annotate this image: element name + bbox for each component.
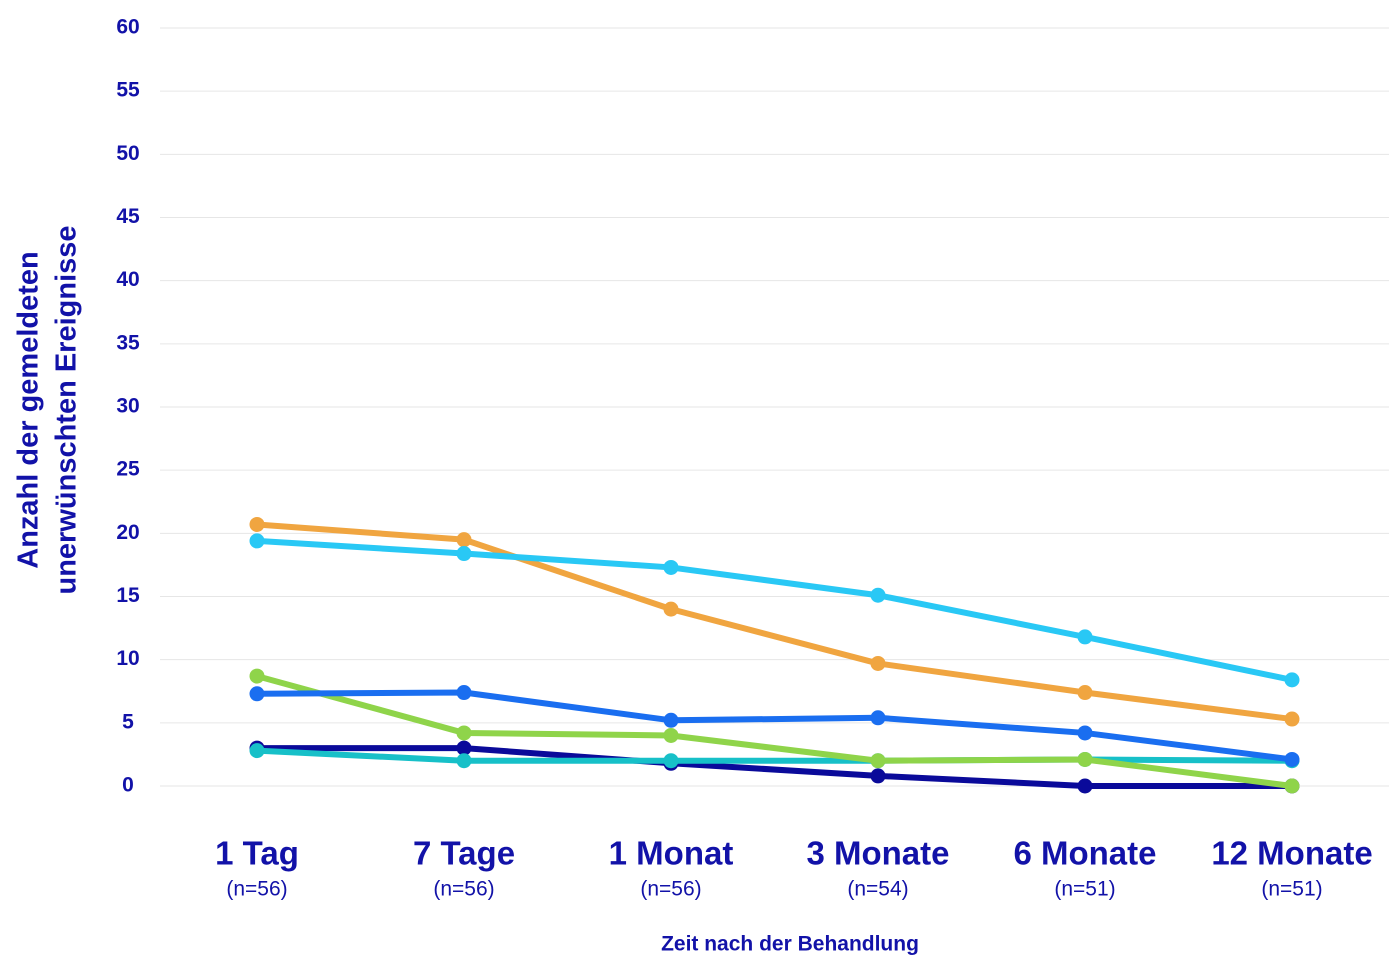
point xyxy=(1077,685,1093,701)
x-tick-label: 3 Monate xyxy=(806,835,949,872)
series-line xyxy=(257,745,1292,789)
y-tick-label: 15 xyxy=(116,584,140,607)
y-tick-label: 5 xyxy=(122,710,134,733)
point xyxy=(663,559,679,575)
point xyxy=(663,753,679,769)
point xyxy=(663,601,679,617)
x-tick-label: 12 Monate xyxy=(1211,835,1372,872)
point xyxy=(1284,711,1300,727)
point xyxy=(1284,672,1300,688)
y-tick-label: 25 xyxy=(116,458,140,481)
point xyxy=(249,686,265,702)
series-line xyxy=(256,521,1293,723)
y-tick-label: 30 xyxy=(116,395,139,418)
y-axis-label: unerwünschten Ereignisse xyxy=(51,225,83,594)
point xyxy=(1077,778,1093,794)
y-axis-label: Anzahl der gemeldeten xyxy=(13,251,45,568)
y-tick-label: 10 xyxy=(116,647,139,670)
x-tick-note: (n=56) xyxy=(640,878,701,901)
x-tick-note: (n=56) xyxy=(226,878,287,901)
point xyxy=(870,655,886,671)
point xyxy=(870,710,886,726)
y-tick-label: 50 xyxy=(116,142,139,165)
point xyxy=(1077,751,1093,767)
y-tick-label: 45 xyxy=(116,205,140,228)
point xyxy=(456,725,472,741)
point xyxy=(456,546,472,562)
series-line xyxy=(256,689,1293,763)
series-line xyxy=(256,747,1293,764)
series-line xyxy=(256,537,1293,683)
point xyxy=(1077,725,1093,741)
x-tick-note: (n=51) xyxy=(1054,878,1115,901)
x-axis-label: Zeit nach der Behandlung xyxy=(661,933,919,956)
y-tick-label: 40 xyxy=(116,268,139,291)
y-tick-label: 55 xyxy=(116,79,140,102)
x-tick-label: 6 Monate xyxy=(1013,835,1156,872)
point xyxy=(249,668,265,684)
y-tick-label: 35 xyxy=(116,331,140,354)
x-tick-note: (n=56) xyxy=(433,878,494,901)
y-tick-label: 0 xyxy=(122,774,134,797)
x-tick-label: 1 Monat xyxy=(609,835,734,872)
point xyxy=(870,768,886,784)
point xyxy=(249,516,265,532)
point xyxy=(456,685,472,701)
x-tick-label: 1 Tag xyxy=(215,835,299,872)
x-tick-label: 7 Tage xyxy=(413,835,515,872)
point xyxy=(1284,778,1300,794)
point xyxy=(870,753,886,769)
y-tick-label: 20 xyxy=(116,521,139,544)
point xyxy=(1284,751,1300,767)
point xyxy=(456,753,472,769)
point xyxy=(663,712,679,728)
point xyxy=(1077,629,1093,645)
point xyxy=(249,533,265,549)
point xyxy=(870,587,886,603)
point xyxy=(456,740,472,756)
x-tick-note: (n=51) xyxy=(1261,878,1322,901)
x-tick-note: (n=54) xyxy=(847,878,908,901)
y-tick-label: 60 xyxy=(116,16,139,39)
point xyxy=(663,727,679,743)
point xyxy=(249,743,265,759)
series-line xyxy=(256,673,1293,789)
point xyxy=(456,532,472,548)
